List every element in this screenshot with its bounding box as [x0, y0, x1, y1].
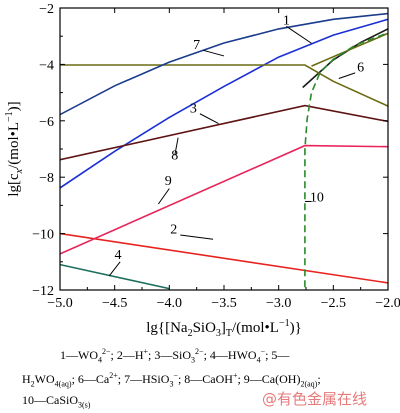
- curve-label-3: 3: [190, 101, 197, 116]
- label-layer: 1 2 3 4 6 7 8 9 10: [114, 13, 364, 263]
- curve-label-8: 8: [171, 149, 178, 164]
- y-tick-label: −6: [39, 115, 54, 130]
- leader-line: [180, 234, 214, 240]
- y-tick-label: −8: [39, 171, 54, 186]
- x-tick-label: −5.0: [47, 296, 72, 311]
- series-line-3: [60, 18, 388, 189]
- curve-label-1: 1: [283, 13, 290, 28]
- series-line-6: [311, 32, 388, 67]
- x-tick-label: −4.0: [157, 296, 182, 311]
- leader-line: [203, 49, 225, 57]
- y-tick-label: −4: [39, 58, 54, 73]
- x-axis-label: lg{[Na2SiO3]T/(mol•L−1)}: [146, 318, 302, 339]
- series-line-2: [60, 232, 388, 284]
- y-tick-label: −10: [32, 228, 54, 243]
- series-line-8: [60, 104, 388, 161]
- leader-line: [199, 113, 219, 125]
- x-tick-label: −2.0: [375, 296, 400, 311]
- curve-label-10: 10: [310, 190, 324, 205]
- curve-label-9: 9: [165, 174, 172, 189]
- x-tick-label: −3.0: [266, 296, 291, 311]
- legend-caption-line-3: 10—CaSiO3(s): [22, 393, 91, 410]
- leader-line: [286, 25, 312, 44]
- y-tick-label: −2: [39, 2, 54, 17]
- series-line-9: [60, 144, 388, 255]
- leader-line: [174, 137, 179, 156]
- x-tick-label: −4.5: [102, 296, 127, 311]
- series-line-4: [60, 263, 170, 290]
- y-axis-label: lg[cx/(mol•L−1)]: [4, 101, 25, 196]
- curve-label-6: 6: [357, 61, 364, 76]
- leader-line: [108, 261, 121, 277]
- leader-line: [338, 72, 356, 79]
- x-tick-label: −3.5: [211, 296, 236, 311]
- series-line-10: [304, 32, 388, 288]
- y-tick-label: −12: [32, 284, 54, 299]
- series-layer: [60, 12, 388, 290]
- leader-line: [157, 188, 170, 205]
- series-line-7: [60, 12, 388, 116]
- watermark: @有色金属在线: [262, 390, 368, 408]
- series-line-1: [302, 28, 388, 89]
- leader-layer: [108, 25, 356, 277]
- chart: −5.0 −4.5 −4.0 −3.5 −3.0 −2.5 −2.0 −2 −4 −6 −8 −10 −…: [4, 2, 400, 339]
- legend-caption-line-1: 1—WO42−; 2—H+; 3—SiO32−; 4—HWO4−; 5—: [60, 347, 290, 365]
- curve-label-2: 2: [170, 223, 177, 238]
- tick-layer: −5.0 −4.5 −4.0 −3.5 −3.0 −2.5 −2.0 −2 −4 −6 −8 −10 −…: [32, 2, 400, 311]
- curve-label-7: 7: [193, 38, 200, 53]
- curve-label-4: 4: [114, 248, 121, 263]
- legend-caption-line-2: H2WO4(aq); 6—Ca2+; 7—HSiO3−; 8—CaOH+; 9—…: [22, 371, 321, 389]
- x-tick-label: −2.5: [321, 296, 346, 311]
